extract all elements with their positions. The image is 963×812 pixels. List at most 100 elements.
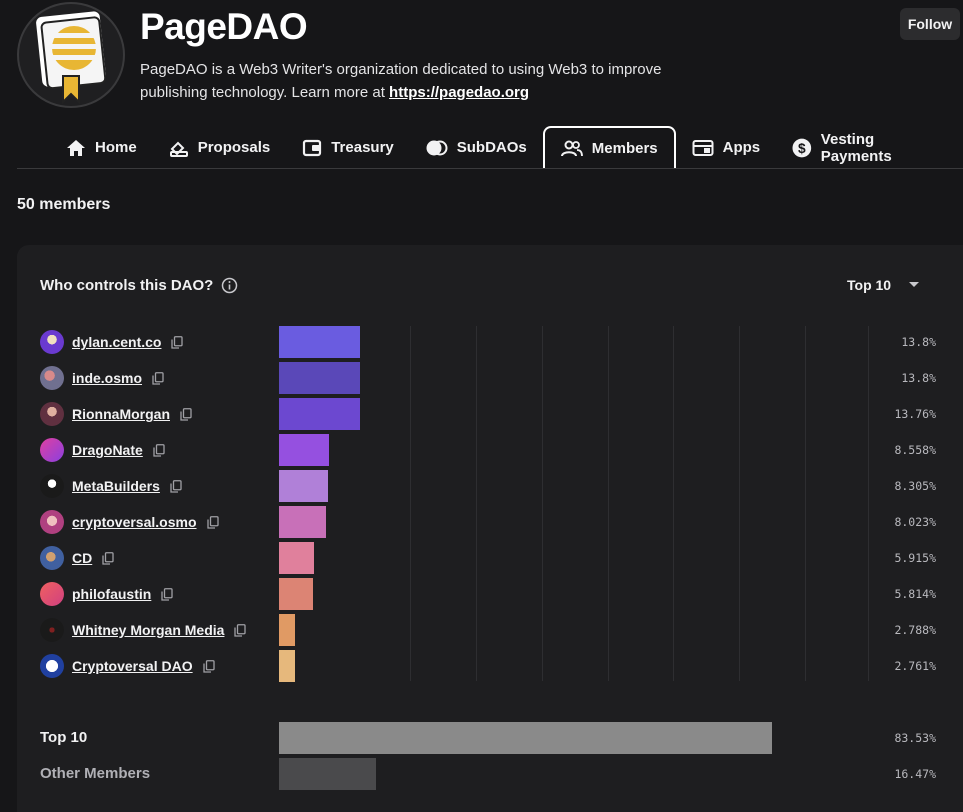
- tab-proposals[interactable]: Proposals: [153, 126, 287, 169]
- member-percentage: 8.023%: [894, 515, 936, 529]
- copy-icon[interactable]: [161, 587, 173, 601]
- tab-subdaos[interactable]: SubDAOs: [410, 126, 543, 169]
- member-row: Whitney Morgan Media: [40, 617, 247, 643]
- avatar: [40, 546, 64, 570]
- member-row: DragoNate: [40, 437, 165, 463]
- copy-icon[interactable]: [152, 371, 164, 385]
- dao-description-text: PageDAO is a Web3 Writer's organization …: [140, 61, 662, 101]
- chart-gridline: [868, 326, 869, 681]
- member-name-link[interactable]: MetaBuilders: [72, 478, 160, 494]
- member-bar: [279, 362, 360, 394]
- member-bar: [279, 506, 326, 538]
- dao-logo: [17, 2, 125, 108]
- member-name-link[interactable]: philofaustin: [72, 586, 152, 602]
- avatar: [40, 618, 64, 642]
- member-bar: [279, 398, 360, 430]
- avatar: [40, 474, 64, 498]
- member-row: RionnaMorgan: [40, 401, 192, 427]
- avatar: [40, 402, 64, 426]
- chart-gridline: [739, 326, 740, 681]
- copy-icon[interactable]: [202, 659, 215, 673]
- panel-title: Who controls this DAO?: [40, 277, 214, 294]
- tab-members[interactable]: Members: [542, 126, 676, 169]
- copy-icon[interactable]: [153, 443, 165, 457]
- tab-vesting-payments[interactable]: $ Vesting Payments: [776, 126, 963, 169]
- member-count: 50 members: [17, 196, 111, 213]
- follow-button[interactable]: Follow: [900, 8, 960, 40]
- member-row: CD: [40, 545, 114, 571]
- top10-bar: [279, 722, 772, 754]
- top10-label: Top 10: [40, 729, 88, 746]
- avatar: [40, 654, 64, 678]
- avatar: [40, 330, 64, 354]
- member-percentage: 2.761%: [894, 659, 936, 673]
- chart-gridline: [542, 326, 543, 681]
- home-icon: [67, 139, 85, 156]
- tab-label: SubDAOs: [456, 139, 527, 156]
- member-bar: [279, 326, 360, 358]
- subdaos-icon: [426, 140, 448, 155]
- member-row: dylan.cent.co: [40, 329, 184, 355]
- tab-label: Treasury: [331, 139, 394, 156]
- copy-icon[interactable]: [206, 515, 219, 529]
- member-percentage: 8.558%: [894, 443, 936, 457]
- copy-icon[interactable]: [234, 623, 247, 637]
- member-name-link[interactable]: DragoNate: [72, 442, 143, 458]
- copy-icon[interactable]: [180, 407, 192, 421]
- dao-description: PageDAO is a Web3 Writer's organization …: [140, 58, 700, 104]
- chevron-down-icon: [909, 282, 920, 287]
- member-name-link[interactable]: cryptoversal.osmo: [72, 514, 197, 530]
- member-name-link[interactable]: Cryptoversal DAO: [72, 658, 193, 674]
- tab-label: Home: [95, 139, 137, 156]
- tab-label: Members: [591, 140, 658, 157]
- member-row: Cryptoversal DAO: [40, 653, 215, 679]
- member-row: philofaustin: [40, 581, 173, 607]
- member-bar: [279, 614, 295, 646]
- dao-title: PageDAO: [140, 6, 308, 47]
- member-name-link[interactable]: CD: [72, 550, 93, 566]
- avatar: [40, 582, 64, 606]
- members-icon: [560, 140, 583, 156]
- other-members-percentage: 16.47%: [894, 767, 936, 781]
- member-name-link[interactable]: Whitney Morgan Media: [72, 622, 225, 638]
- member-bar: [279, 578, 313, 610]
- member-name-link[interactable]: dylan.cent.co: [72, 334, 162, 350]
- chart-gridline: [673, 326, 674, 681]
- member-row: cryptoversal.osmo: [40, 509, 219, 535]
- tab-apps[interactable]: Apps: [676, 126, 777, 169]
- dollar-icon: $: [792, 138, 812, 157]
- copy-icon[interactable]: [102, 551, 114, 565]
- apps-icon: [692, 139, 714, 156]
- tab-label: Vesting Payments: [820, 130, 892, 165]
- chart-gridline: [805, 326, 806, 681]
- copy-icon[interactable]: [171, 335, 184, 349]
- top10-percentage: 83.53%: [894, 731, 936, 745]
- member-name-link[interactable]: RionnaMorgan: [72, 406, 170, 422]
- tab-treasury[interactable]: Treasury: [286, 126, 410, 169]
- member-percentage: 5.915%: [894, 551, 936, 565]
- tab-label: Proposals: [197, 139, 271, 156]
- avatar: [40, 438, 64, 462]
- other-members-label: Other Members: [40, 765, 151, 782]
- tab-label: Apps: [722, 139, 761, 156]
- member-bar: [279, 650, 295, 682]
- chart-gridline: [410, 326, 411, 681]
- copy-icon[interactable]: [170, 479, 182, 493]
- member-name-link[interactable]: inde.osmo: [72, 370, 143, 386]
- member-percentage: 13.8%: [901, 371, 936, 385]
- chart-gridline: [476, 326, 477, 681]
- info-icon[interactable]: [221, 277, 238, 294]
- member-row: inde.osmo: [40, 365, 164, 391]
- dao-website-link[interactable]: https://pagedao.org: [389, 84, 530, 101]
- treasury-icon: [303, 139, 322, 156]
- other-members-bar: [279, 758, 376, 790]
- member-percentage: 2.788%: [894, 623, 936, 637]
- member-bar: [279, 470, 328, 502]
- chart-gridline: [608, 326, 609, 681]
- top-select-dropdown[interactable]: Top 10: [847, 277, 920, 293]
- member-percentage: 13.8%: [901, 335, 936, 349]
- member-percentage: 8.305%: [894, 479, 936, 493]
- tab-home[interactable]: Home: [50, 126, 153, 169]
- member-percentage: 13.76%: [894, 407, 936, 421]
- member-percentage: 5.814%: [894, 587, 936, 601]
